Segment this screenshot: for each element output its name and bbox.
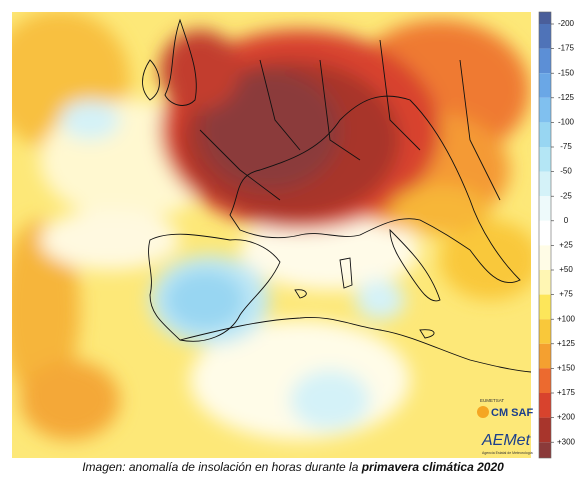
aemet-label: AEMet [481, 432, 531, 449]
colorbar-band [539, 196, 551, 221]
colorbar-band [539, 417, 551, 443]
colorbar-tick-label: -200 [558, 19, 575, 28]
colorbar-tick-label: -50 [560, 167, 572, 176]
colorbar-tick-label: +100 [557, 314, 576, 323]
colorbar-band [539, 442, 551, 458]
colorbar-band [539, 73, 551, 98]
colorbar-tick-label: 0 [564, 216, 569, 225]
colorbar-band [539, 319, 551, 344]
colorbar-band [539, 220, 551, 246]
colorbar-band [539, 147, 551, 172]
colorbar-tick-label: -75 [560, 142, 572, 151]
caption-text: Imagen: anomalía de insolación en horas … [82, 460, 362, 474]
colorbar-band [539, 270, 551, 295]
colorbar-tick-label: +150 [557, 364, 576, 373]
colorbar: -200 -175 -150 -125 -100 -75 -50 -25 0 +25 +50 +75 +… [538, 11, 576, 459]
colorbar-tick-label: +175 [557, 388, 576, 397]
colorbar-tick-label: -125 [558, 93, 575, 102]
colorbar-tick-label: +25 [559, 241, 573, 250]
colorbar-tick-label: +75 [559, 290, 573, 299]
colorbar-band [539, 245, 551, 270]
colorbar-tick-label: -100 [558, 118, 575, 127]
colorbar-frame [538, 11, 552, 459]
coastlines [142, 18, 531, 373]
colorbar-tick-label: +125 [557, 339, 576, 348]
anomaly-map [12, 12, 531, 458]
colorbar-band [539, 368, 551, 393]
colorbar-band [539, 97, 551, 123]
colorbar-tick-label: -25 [560, 191, 572, 200]
colorbar-tick-label: +50 [559, 265, 573, 274]
colorbar-band [539, 122, 551, 147]
colorbar-band [539, 393, 551, 418]
colorbar-band [539, 171, 551, 197]
colorbar-band [539, 24, 551, 49]
cmsaf-label: CM SAF [491, 407, 533, 419]
colorbar-tick-label: +200 [557, 413, 576, 422]
eumetsat-label: EUMETSAT [480, 398, 504, 403]
caption-bold: primavera climática 2020 [361, 460, 504, 474]
cmsaf-logo: EUMETSAT CM SAF [477, 398, 533, 419]
colorbar-tick-label: -150 [558, 68, 575, 77]
aemet-sub-label: Agencia Estatal de Meteorología [482, 451, 533, 455]
colorbar-band [539, 48, 551, 74]
caption: Imagen: anomalía de insolación en horas … [82, 460, 504, 474]
colorbar-tick-label: +300 [557, 437, 576, 446]
colorbar-tick-label: -175 [558, 44, 575, 53]
aemet-logo: AEMet Agencia Estatal de Meteorología [481, 432, 533, 455]
colorbar-band [539, 294, 551, 320]
colorbar-band [539, 343, 551, 369]
colorbar-band [539, 12, 551, 24]
